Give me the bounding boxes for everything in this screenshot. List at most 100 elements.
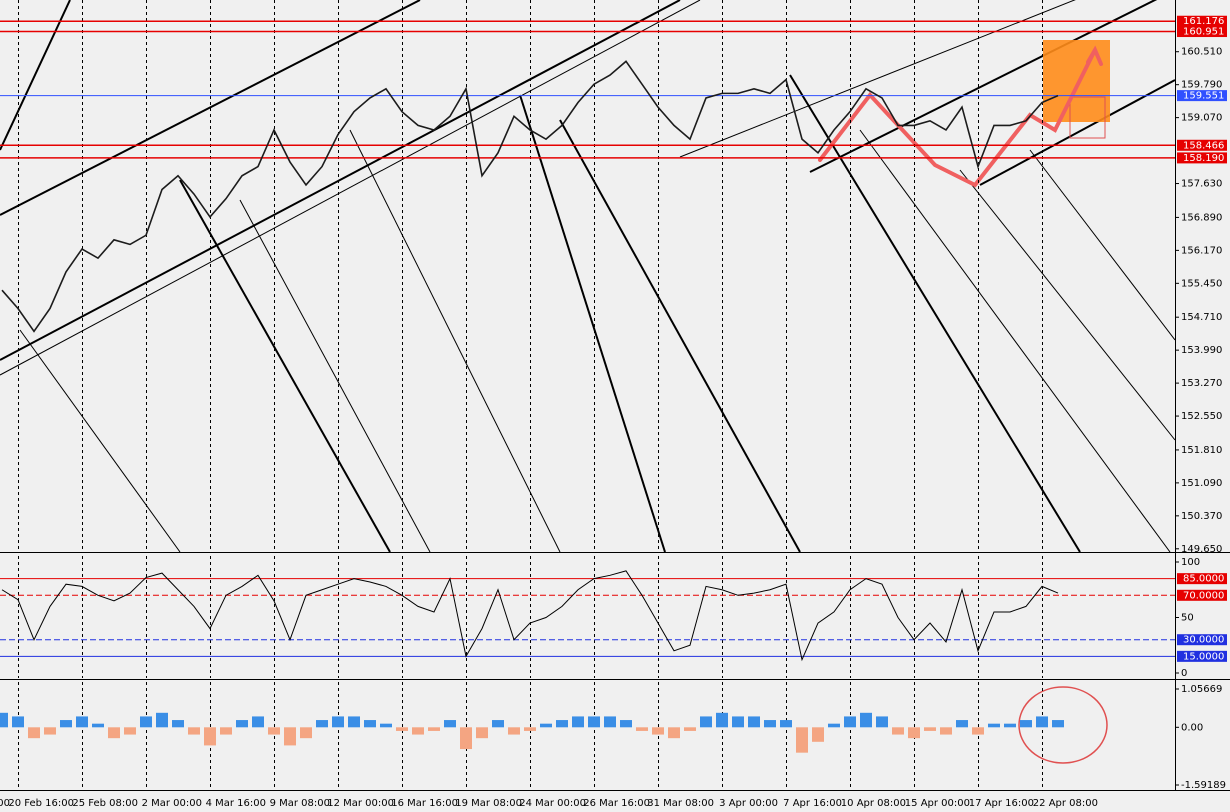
bar [860, 712, 872, 728]
panel-borders [0, 0, 1230, 791]
y-tick-label: 156.170 [1181, 245, 1222, 256]
x-tick-label: 4 Mar 16:00 [206, 798, 266, 809]
x-tick-label: 16 Mar 16:00 [391, 798, 458, 809]
x-tick-label: 22 Apr 08:00 [1033, 798, 1098, 809]
bar [220, 727, 232, 735]
bar [0, 712, 8, 728]
bar [332, 716, 344, 728]
y-tick-label: 100 [1181, 557, 1200, 568]
bar [924, 727, 936, 731]
bar [620, 720, 632, 728]
y-tick-label: 153.270 [1181, 378, 1222, 389]
y-tick-label: 152.550 [1181, 411, 1222, 422]
bar [124, 727, 136, 735]
level-label-box [1177, 90, 1227, 102]
bar [252, 716, 264, 728]
bar [636, 727, 648, 731]
y-tick-label: 1.05669 [1181, 684, 1222, 695]
y-tick-label: 149.650 [1181, 544, 1222, 555]
bar [476, 727, 488, 739]
bar [28, 727, 40, 739]
bar [60, 720, 72, 728]
y-tick-label: 153.990 [1181, 345, 1222, 356]
level-label-box [1177, 573, 1227, 585]
y-tick-label: 159.790 [1181, 80, 1222, 91]
bar [300, 727, 312, 739]
bar [188, 727, 200, 735]
bar [172, 720, 184, 728]
x-tick-label: 00 [0, 798, 10, 809]
x-tick-label: 3 Apr 00:00 [719, 798, 778, 809]
bar [780, 720, 792, 728]
level-label: 158.190 [1183, 153, 1224, 164]
x-tick-label: 31 Mar 08:00 [647, 798, 714, 809]
bar [732, 716, 744, 728]
y-tick-label: 0.00 [1181, 722, 1203, 733]
bar [236, 720, 248, 728]
y-tick-label: 156.890 [1181, 212, 1222, 223]
level-label-box [1177, 26, 1227, 38]
level-label: 159.551 [1183, 91, 1224, 102]
x-tick-label: 20 Feb 16:00 [8, 798, 74, 809]
bar [588, 716, 600, 728]
bar [444, 720, 456, 728]
bar [956, 720, 968, 728]
level-label: 161.176 [1183, 16, 1224, 27]
bar [892, 727, 904, 735]
arrows [818, 45, 1103, 188]
bar [12, 716, 24, 728]
bar [428, 727, 440, 731]
bar [380, 723, 392, 728]
y-tick-label: 0 [1181, 668, 1187, 679]
highlight-circle [1018, 686, 1108, 764]
y-tick-label: 159.070 [1181, 113, 1222, 124]
bar [540, 723, 552, 728]
box [1069, 96, 1106, 139]
level-label: 15.0000 [1183, 651, 1224, 662]
bar [604, 716, 616, 728]
level-label: 70.0000 [1183, 590, 1224, 601]
panel [0, 0, 1175, 552]
x-tick-label: 2 Mar 00:00 [142, 798, 202, 809]
bar [668, 727, 680, 739]
x-tick-label: 19 Mar 08:00 [455, 798, 522, 809]
panel [0, 556, 1175, 678]
y-tick-label: 151.090 [1181, 478, 1222, 489]
level-label: 160.951 [1183, 27, 1224, 38]
bar [572, 716, 584, 728]
bar [76, 716, 88, 728]
bar [364, 720, 376, 728]
bar [844, 716, 856, 728]
level-label-box [1177, 139, 1227, 151]
bar [972, 727, 984, 735]
bar [140, 716, 152, 728]
y-tick-label: 155.450 [1181, 278, 1222, 289]
bar [700, 716, 712, 728]
x-tick-label: 12 Mar 00:00 [327, 798, 394, 809]
bar [396, 727, 408, 731]
bar [716, 712, 728, 728]
bar [796, 727, 808, 753]
level-label: 85.0000 [1183, 574, 1224, 585]
y-tick-label: 151.810 [1181, 445, 1222, 456]
series-line [1, 60, 1059, 333]
bar [92, 723, 104, 728]
bar [940, 727, 952, 735]
x-tick-label: 10 Apr 08:00 [841, 798, 906, 809]
bar [1036, 716, 1048, 728]
bar [508, 727, 520, 735]
bar [108, 727, 120, 739]
bar [316, 720, 328, 728]
x-tick-label: 17 Apr 16:00 [969, 798, 1034, 809]
y-tick-label: -1.59189 [1181, 780, 1226, 791]
bar [492, 720, 504, 728]
x-tick-label: 24 Mar 00:00 [519, 798, 586, 809]
series-line [1, 570, 1059, 662]
bar [556, 720, 568, 728]
level-label: 158.466 [1183, 140, 1224, 151]
bar [908, 727, 920, 739]
x-tick-label: 15 Apr 00:00 [905, 798, 970, 809]
x-tick-label: 26 Mar 16:00 [583, 798, 650, 809]
